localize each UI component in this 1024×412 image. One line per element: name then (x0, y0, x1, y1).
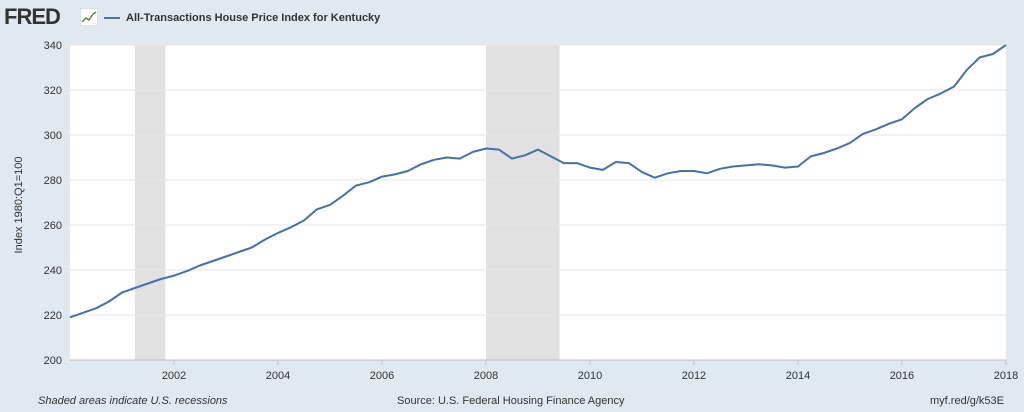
legend: All-Transactions House Price Index for K… (104, 10, 380, 26)
y-tick-label: 260 (44, 220, 62, 232)
y-tick-label: 240 (44, 265, 62, 277)
y-tick-label: 200 (44, 355, 62, 367)
chart-header: FRED All-Transactions House Price Index … (0, 0, 1024, 36)
x-tick-label: 2018 (994, 370, 1018, 382)
x-tick-label: 2016 (890, 370, 914, 382)
source-note: Source: U.S. Federal Housing Finance Age… (397, 395, 625, 407)
x-tick-label: 2014 (786, 370, 810, 382)
y-tick-label: 280 (44, 175, 62, 187)
legend-swatch (104, 17, 120, 19)
series-line-1[interactable] (69, 44, 1007, 319)
recession-band-1 (134, 45, 166, 360)
x-axis-ticks: 2002 2004 2006 2008 2010 2012 2014 2016 2018 (162, 360, 1018, 382)
x-tick-label: 2010 (578, 370, 602, 382)
x-tick-label: 2006 (370, 370, 394, 382)
y-axis-ticks: 200 220 240 260 280 300 320 340 (44, 40, 62, 367)
y-tick-label: 220 (44, 310, 62, 322)
legend-series-label[interactable]: All-Transactions House Price Index for K… (126, 12, 381, 24)
x-tick-label: 2004 (266, 370, 290, 382)
x-tick-label: 2012 (682, 370, 706, 382)
fred-chart-icon (80, 8, 98, 26)
recession-bands (134, 45, 560, 360)
recession-note: Shaded areas indicate U.S. recessions (38, 395, 228, 407)
y-tick-label: 340 (44, 40, 62, 52)
x-tick-label: 2002 (162, 370, 186, 382)
x-tick-label: 2008 (474, 370, 498, 382)
y-tick-label: 300 (44, 130, 62, 142)
recession-band-2 (485, 45, 560, 360)
grid-lines (70, 44, 1006, 361)
y-tick-label: 320 (44, 85, 62, 97)
series-layer (69, 44, 1007, 319)
fred-logo[interactable]: FRED (4, 4, 61, 29)
y-axis-label: Index 1980:Q1=100 (13, 157, 25, 254)
short-url-link[interactable]: myf.red/g/k53E (930, 395, 1004, 407)
